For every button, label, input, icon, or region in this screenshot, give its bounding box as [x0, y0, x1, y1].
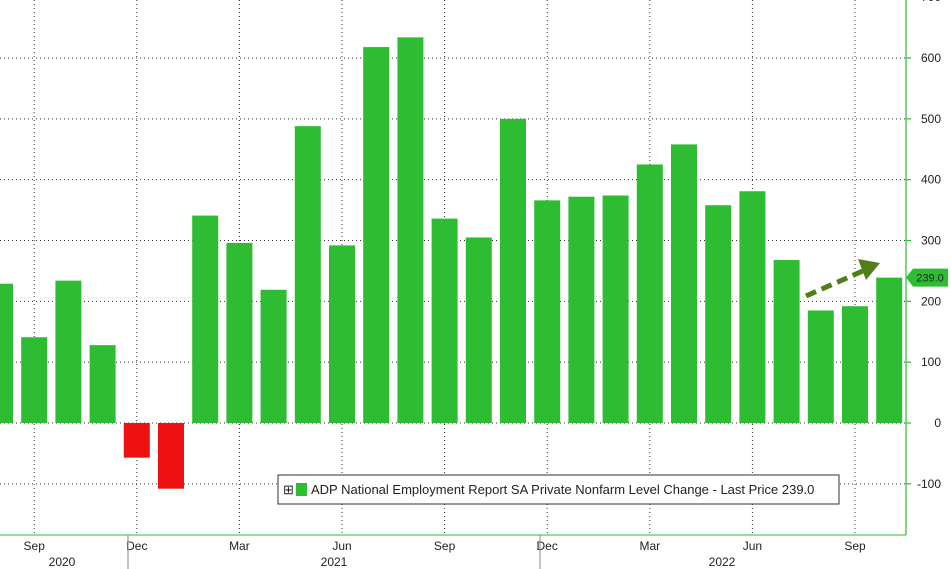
- y-tick-label: -100: [917, 477, 941, 491]
- x-tick-label: Mar: [639, 539, 660, 553]
- x-tick-label: Mar: [229, 539, 250, 553]
- legend-label: ADP National Employment Report SA Privat…: [311, 482, 814, 497]
- bar: [602, 195, 629, 423]
- bar: [773, 259, 800, 423]
- bar: [192, 215, 219, 423]
- bar: [705, 205, 732, 423]
- x-tick-label: Dec: [537, 539, 558, 553]
- bar: [842, 306, 868, 423]
- legend-swatch: [296, 483, 307, 496]
- bar: [739, 191, 766, 423]
- bar: [636, 164, 663, 423]
- y-tick-label: 700: [921, 0, 941, 4]
- bar: [294, 126, 321, 423]
- bar: [671, 144, 697, 423]
- bar: [397, 37, 424, 423]
- x-tick-label: Sep: [434, 539, 456, 553]
- bar: [123, 423, 150, 458]
- y-tick-label: 500: [921, 112, 941, 126]
- trend-arrow-line: [804, 267, 867, 299]
- last-price-badge: 239.0: [906, 268, 948, 287]
- bar: [0, 283, 13, 423]
- bar: [55, 280, 82, 423]
- legend-expand-icon[interactable]: ⊞: [283, 482, 294, 497]
- y-tick-label: 400: [921, 173, 941, 187]
- x-tick-label: Jun: [332, 539, 351, 553]
- bar: [568, 196, 595, 423]
- last-price-value: 239.0: [916, 273, 944, 285]
- bars: [0, 37, 903, 489]
- year-label: 2021: [321, 555, 348, 569]
- y-axis: 700 600 500 400 300 200 100 0 -100: [905, 0, 941, 535]
- bar: [89, 345, 116, 423]
- x-tick-label: Sep: [24, 539, 46, 553]
- last-price-badge-shape: [906, 268, 948, 287]
- bar: [807, 310, 834, 423]
- trend-arrow-head: [858, 259, 880, 280]
- bar: [431, 218, 458, 423]
- y-tick-label: 0: [934, 416, 941, 430]
- y-tick-label: 100: [921, 355, 941, 369]
- y-tick-label: 200: [921, 294, 941, 308]
- year-label: 2020: [49, 555, 76, 569]
- bar: [226, 242, 253, 423]
- x-tick-label: Sep: [844, 539, 866, 553]
- year-label: 2022: [709, 555, 736, 569]
- bar: [363, 47, 390, 424]
- x-tick-label: Jun: [743, 539, 762, 553]
- bar: [500, 118, 526, 423]
- y-tick-label: 300: [921, 234, 941, 248]
- bar: [260, 289, 287, 423]
- bar: [465, 237, 492, 423]
- legend[interactable]: ⊞ ADP National Employment Report SA Priv…: [277, 474, 840, 505]
- x-tick-label: Dec: [126, 539, 147, 553]
- bar: [329, 245, 355, 423]
- bar: [21, 337, 48, 423]
- bar: [534, 200, 561, 423]
- legend-box: [277, 474, 840, 505]
- bar: [876, 277, 903, 423]
- bar: [158, 423, 184, 489]
- trend-arrow: [804, 259, 880, 299]
- y-tick-label: 600: [921, 51, 941, 65]
